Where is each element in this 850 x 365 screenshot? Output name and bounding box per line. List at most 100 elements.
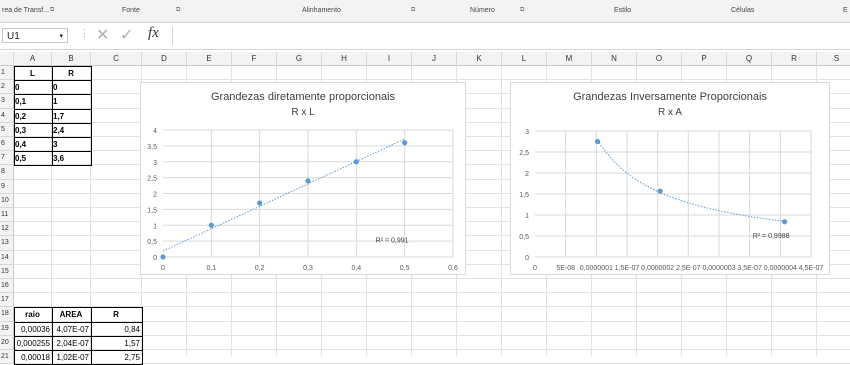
ribbon-style-label[interactable]: Estilo [614,7,632,14]
table-cell[interactable]: 0,84 [91,321,143,337]
ribbon-font-label[interactable]: Fonte [122,7,140,14]
table-cell[interactable]: 4,07E-07 [52,321,92,337]
row-header-4[interactable]: 4 [0,108,14,123]
row-header-12[interactable]: 12 [0,222,14,237]
table-cell[interactable]: 0 [14,80,53,96]
table-header-cell[interactable]: raio [14,307,53,323]
column-header-k[interactable]: K [457,52,502,66]
row-header-14[interactable]: 14 [0,250,14,265]
chart-direct-proportional[interactable]: Grandezas diretamente proporcionais R x … [140,82,466,275]
table-cell[interactable]: 1 [52,94,92,110]
column-header-l[interactable]: L [502,52,547,66]
table-cell[interactable]: 2,04E-07 [52,335,92,351]
y-tick-label: 4 [153,128,157,135]
row-header-6[interactable]: 6 [0,137,14,152]
column-header-j[interactable]: J [412,52,457,66]
column-header-g[interactable]: G [277,52,322,66]
table-cell[interactable]: 0,00018 [14,350,53,365]
column-header-r[interactable]: R [772,52,817,66]
row-header-17[interactable]: 17 [0,293,14,308]
column-header-i[interactable]: I [367,52,412,66]
dialog-launcher-icon[interactable]: ⧉ [520,7,525,13]
chart-inverse-proportional[interactable]: Grandezas Inversamente Proporcionais R x… [510,82,830,275]
column-header-e[interactable]: E [187,52,232,66]
row-header-20[interactable]: 20 [0,335,14,350]
ribbon-cells-label[interactable]: Células [731,7,755,14]
column-header-m[interactable]: M [547,52,592,66]
formula-input[interactable] [172,27,850,45]
column-header-o[interactable]: O [637,52,682,66]
table-cell[interactable]: 0,3 [14,122,53,138]
table-cell[interactable]: 0 [52,80,92,96]
table-cell[interactable]: 0,1 [14,94,53,110]
table-cell[interactable]: 0,5 [14,151,53,167]
cancel-entry-icon[interactable]: ✕ [96,27,110,44]
y-tick-label: 0 [153,255,157,262]
row-header-1[interactable]: 1 [0,66,14,81]
ribbon-alignment-label[interactable]: Alinhamento [302,7,341,14]
row-header-8[interactable]: 8 [0,165,14,180]
row-header-11[interactable]: 11 [0,208,14,223]
column-header-q[interactable]: Q [727,52,772,66]
x-tick-label: 0 [533,265,537,272]
table-cell[interactable]: 0,000255 [14,335,53,351]
table-cell[interactable]: 3,6 [52,151,92,167]
select-all-corner[interactable] [0,52,14,66]
ribbon-clipboard-label[interactable]: rea de Transf... [2,7,50,14]
dialog-launcher-icon[interactable]: ⧉ [50,7,55,13]
table-header-cell[interactable]: L [14,66,53,82]
dialog-launcher-icon[interactable]: ⧉ [176,7,181,13]
column-header-a[interactable]: A [14,52,52,66]
name-box[interactable]: U1 ▾ [2,28,68,43]
table-cell[interactable]: 1,02E-07 [52,350,92,365]
table-header-cell[interactable]: AREA [52,307,92,323]
column-header-s[interactable]: S [817,52,850,66]
table-cell[interactable]: 0,4 [14,137,53,153]
data-point [257,200,263,206]
table-cell[interactable]: 2,4 [52,122,92,138]
ribbon-editing-label[interactable]: E [843,7,848,14]
trendline [597,139,785,222]
row-header-19[interactable]: 19 [0,321,14,336]
table-cell[interactable]: 1,7 [52,108,92,124]
row-header-7[interactable]: 7 [0,151,14,166]
row-header-18[interactable]: 18 [0,307,14,322]
table-cell[interactable]: 2,75 [91,350,143,365]
table-header-cell[interactable]: R [91,307,143,323]
column-header-f[interactable]: F [232,52,277,66]
enter-entry-icon[interactable]: ✓ [120,27,134,44]
dialog-launcher-icon[interactable]: ⧉ [411,7,416,13]
data-point [160,254,166,260]
row-header-21[interactable]: 21 [0,350,14,365]
row-header-10[interactable]: 10 [0,193,14,208]
x-tick-label: 0,0000002 [641,265,674,272]
table-cell[interactable]: 0,2 [14,108,53,124]
row-header-2[interactable]: 2 [0,80,14,95]
column-header-h[interactable]: H [322,52,367,66]
table-cell[interactable]: 1,57 [91,335,143,351]
column-header-n[interactable]: N [592,52,637,66]
gridline [14,79,850,81]
row-header-15[interactable]: 15 [0,264,14,279]
insert-function-icon[interactable]: fx [148,25,159,41]
row-header-5[interactable]: 5 [0,122,14,137]
column-header-b[interactable]: B [52,52,91,66]
column-header-c[interactable]: C [91,52,142,66]
formula-bar: U1 ▾ ⋮ ✕ ✓ fx [0,23,850,50]
table-cell[interactable]: 0,00036 [14,321,53,337]
x-tick-label: 0,5 [400,265,410,272]
x-tick-label: 3,5E-07 [737,265,762,272]
chevron-down-icon[interactable]: ▾ [59,33,63,40]
y-tick-label: 0,5 [519,234,529,241]
row-header-9[interactable]: 9 [0,179,14,194]
column-header-d[interactable]: D [142,52,187,66]
ribbon-number-label[interactable]: Número [470,7,495,14]
table-cell[interactable]: 3 [52,137,92,153]
row-header-13[interactable]: 13 [0,236,14,251]
data-point [657,188,663,194]
table-header-cell[interactable]: R [52,66,92,82]
row-header-16[interactable]: 16 [0,279,14,294]
column-header-p[interactable]: P [682,52,727,66]
row-header-3[interactable]: 3 [0,94,14,109]
y-tick-label: 2,5 [147,176,157,183]
